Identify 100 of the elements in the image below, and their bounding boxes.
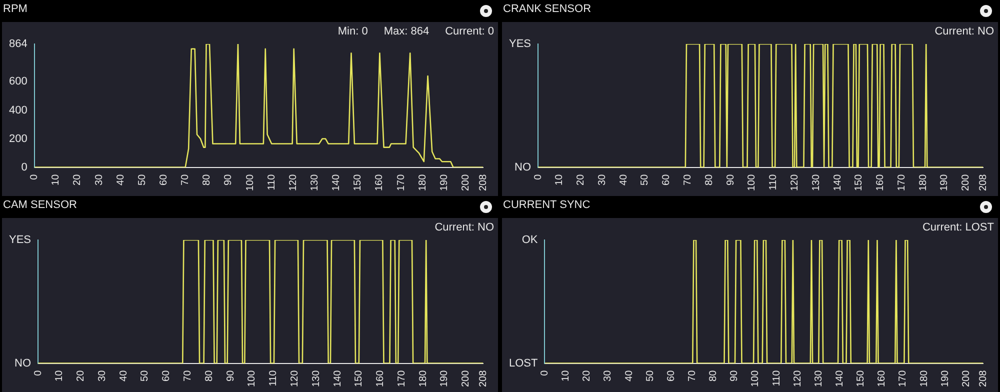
text: Current: LOST <box>922 222 994 234</box>
text: Min: 0 <box>338 26 368 38</box>
x-tick-label: 208 <box>978 174 989 192</box>
text: Max: 864 <box>384 26 430 38</box>
x-tick-label: 10 <box>560 370 572 382</box>
x-tick-label: 60 <box>661 174 672 186</box>
y-tick-label: 400 <box>8 104 28 116</box>
x-tick-label: 50 <box>136 174 148 186</box>
x-tick-label: 130 <box>813 370 824 388</box>
x-tick-label: 200 <box>460 370 472 388</box>
x-tick-label: 190 <box>439 370 450 388</box>
x-tick-label: 170 <box>896 174 908 192</box>
x-tick-label: 180 <box>918 174 929 192</box>
x-tick-label: 20 <box>576 174 587 186</box>
x-tick-label: 180 <box>417 174 428 192</box>
x-tick-label: 20 <box>76 370 87 382</box>
x-tick-label: 110 <box>771 370 782 386</box>
x-tick-label: 180 <box>418 370 429 388</box>
x-tick-label: 40 <box>624 370 635 382</box>
x-tick-label: 40 <box>118 370 130 382</box>
x-tick-label: 80 <box>202 174 213 186</box>
x-tick-label: 50 <box>140 370 151 382</box>
x-tick-label: 30 <box>94 174 105 186</box>
x-tick-label: 30 <box>602 370 614 382</box>
x-tick-label: 110 <box>268 370 280 386</box>
x-tick-label: 130 <box>310 174 321 192</box>
x-tick-label: 0 <box>29 174 40 180</box>
x-tick-label: 10 <box>50 174 62 186</box>
x-tick-label: 80 <box>704 174 715 186</box>
y-tick-label: 864 <box>8 38 28 50</box>
x-tick-label: 150 <box>354 370 365 388</box>
x-tick-label: 190 <box>939 174 950 192</box>
text: Current: NO <box>434 222 494 234</box>
x-tick-label: 200 <box>460 174 472 192</box>
x-tick-label: 40 <box>115 174 126 186</box>
category-label: NO <box>514 161 532 174</box>
category-label: NO <box>14 357 32 370</box>
x-tick-label: 140 <box>331 174 342 192</box>
x-tick-label: 90 <box>729 370 740 382</box>
x-tick-label: 110 <box>768 174 780 190</box>
x-tick-label: 90 <box>223 174 234 186</box>
y-tick-label: 200 <box>8 132 28 145</box>
x-tick-label: 208 <box>478 174 489 192</box>
x-tick-label: 160 <box>876 370 888 388</box>
x-tick-label: 10 <box>54 370 66 382</box>
y-tick-label: 600 <box>8 76 28 88</box>
x-tick-label: 208 <box>478 370 489 388</box>
x-tick-label: 180 <box>918 370 930 388</box>
x-tick-label: 140 <box>832 174 844 192</box>
x-tick-label: 100 <box>750 370 762 388</box>
x-tick-label: 150 <box>352 174 364 192</box>
x-tick-label: 30 <box>96 370 108 382</box>
x-tick-label: 120 <box>288 174 299 192</box>
category-label: YES <box>8 234 32 246</box>
x-tick-label: 100 <box>246 370 258 388</box>
x-tick-label: 160 <box>375 370 386 388</box>
x-tick-label: 80 <box>708 370 720 382</box>
x-tick-label: 60 <box>666 370 677 382</box>
x-tick-label: 120 <box>789 174 800 192</box>
text: Current: 0 <box>445 26 494 38</box>
x-tick-label: 100 <box>746 174 758 192</box>
x-tick-label: 0 <box>532 174 544 180</box>
x-tick-label: 20 <box>72 174 84 186</box>
x-tick-label: 110 <box>266 174 278 190</box>
x-tick-label: 170 <box>898 370 909 388</box>
x-tick-label: 90 <box>225 370 236 382</box>
x-tick-label: 140 <box>834 370 846 388</box>
x-tick-label: 70 <box>686 370 698 382</box>
x-tick-label: 130 <box>310 370 322 388</box>
x-tick-label: 170 <box>396 174 407 192</box>
x-tick-label: 20 <box>582 370 593 382</box>
x-tick-label: 190 <box>438 174 450 192</box>
x-tick-label: 120 <box>792 370 804 388</box>
x-tick-label: 70 <box>682 174 694 186</box>
x-tick-label: 190 <box>940 370 951 388</box>
x-tick-label: 208 <box>978 370 989 388</box>
x-tick-label: 40 <box>618 174 630 186</box>
x-tick-label: 30 <box>596 174 608 186</box>
x-tick-label: 200 <box>960 370 972 388</box>
x-tick-label: 90 <box>725 174 736 186</box>
x-tick-label: 0 <box>539 370 550 376</box>
x-tick-label: 170 <box>396 370 408 388</box>
chart-title: CURRENT SYNC <box>503 199 590 211</box>
x-tick-label: 50 <box>640 174 651 186</box>
x-tick-label: 160 <box>374 174 386 192</box>
x-tick-label: 70 <box>182 370 194 382</box>
x-tick-label: 80 <box>204 370 215 382</box>
chart-title: RPM <box>3 3 28 15</box>
x-tick-label: 70 <box>180 174 192 186</box>
x-tick-label: 50 <box>644 370 656 382</box>
x-tick-label: 10 <box>554 174 566 186</box>
x-tick-label: 130 <box>810 174 822 192</box>
x-tick-label: 100 <box>244 174 256 192</box>
x-tick-label: 0 <box>32 370 44 376</box>
x-tick-label: 200 <box>960 174 972 192</box>
x-tick-label: 140 <box>332 370 344 388</box>
category-label: YES <box>508 38 532 50</box>
category-label: OK <box>522 234 538 246</box>
chart-title: CAM SENSOR <box>3 199 77 211</box>
x-tick-label: 150 <box>854 174 865 192</box>
